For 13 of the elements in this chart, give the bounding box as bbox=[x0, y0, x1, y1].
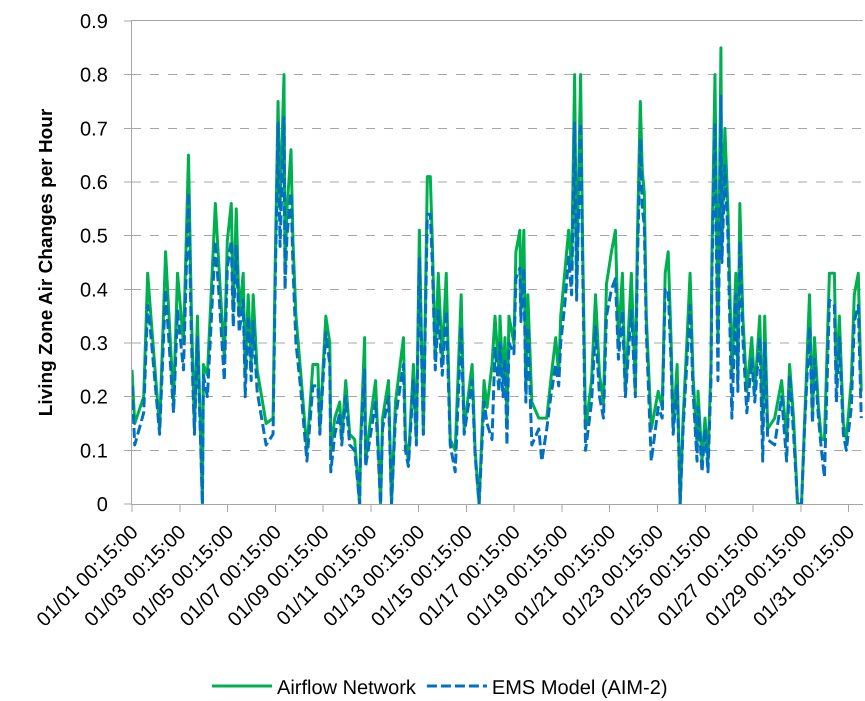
y-tick-label: 0.2 bbox=[80, 386, 108, 409]
y-tick-label: 0 bbox=[96, 494, 108, 516]
y-tick-label: 0.7 bbox=[80, 118, 108, 140]
y-axis-title: Living Zone Air Changes per Hour bbox=[36, 108, 57, 416]
y-tick-label: 0.6 bbox=[80, 172, 108, 194]
y-tick-label: 0.4 bbox=[80, 279, 108, 302]
y-tick-label: 0.3 bbox=[80, 333, 108, 355]
y-tick-label: 0.1 bbox=[80, 440, 108, 462]
legend-label: EMS Model (AIM-2) bbox=[492, 676, 668, 699]
y-tick-label: 0.8 bbox=[80, 64, 108, 87]
y-tick-label: 0.5 bbox=[80, 226, 108, 248]
y-tick-label: 0.9 bbox=[80, 11, 108, 33]
legend-label: Airflow Network bbox=[277, 676, 417, 699]
